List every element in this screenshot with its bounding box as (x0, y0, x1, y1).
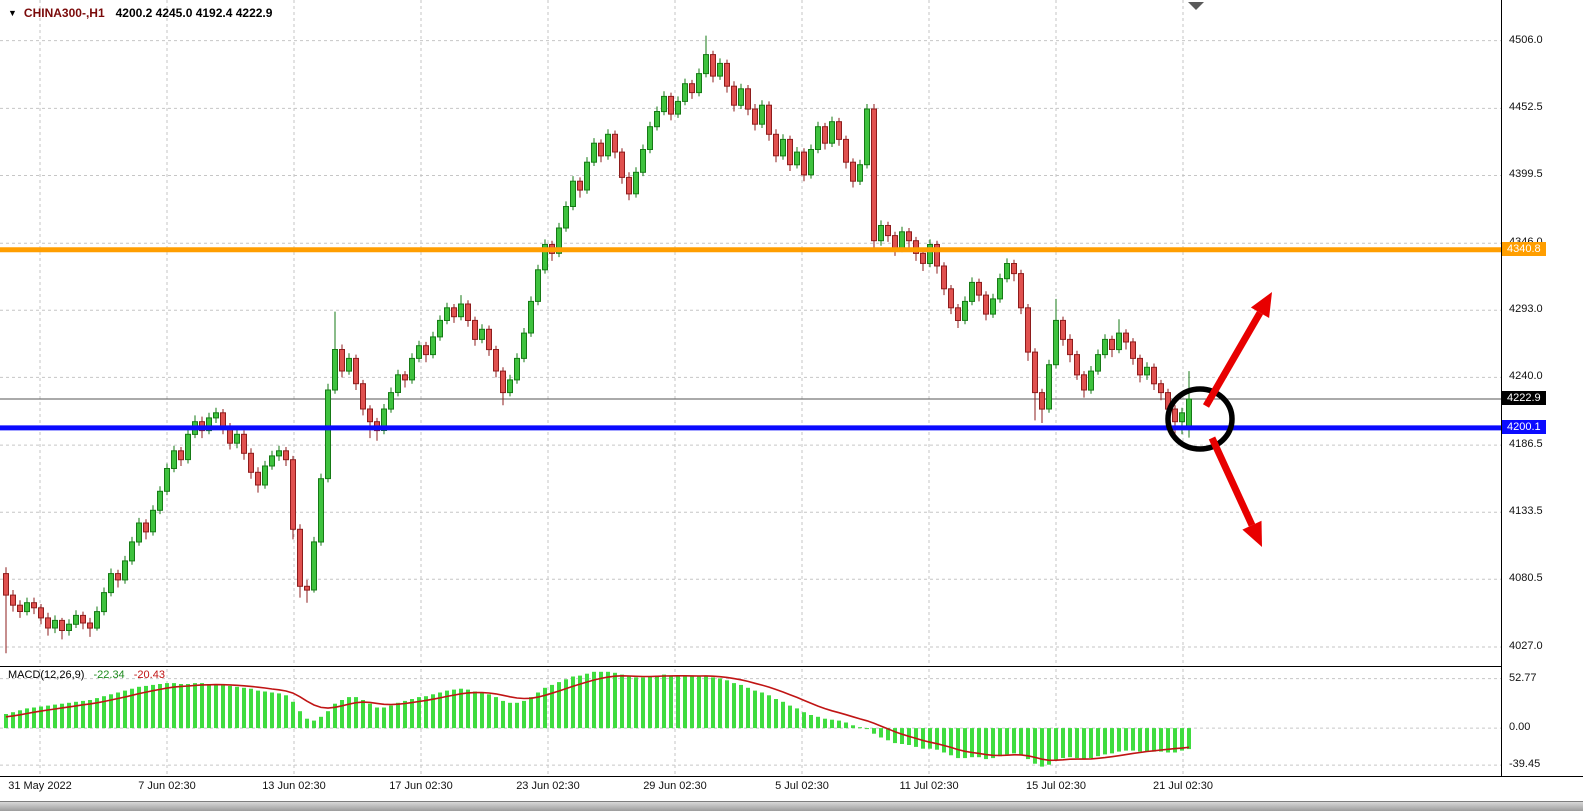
arrow-down-annotation (1208, 436, 1262, 547)
macd-main-value: -22.34 (93, 669, 125, 681)
time-tick-label: 23 Jun 02:30 (516, 780, 580, 792)
price-tick-label: 4452.5 (1509, 101, 1543, 114)
time-tick-label: 11 Jul 02:30 (899, 780, 959, 792)
chart-title: ▼ CHINA300-,H1 4200.2 4245.0 4192.4 4222… (8, 6, 272, 20)
macd-indicator-label: MACD(12,26,9) -22.34 -20.43 (8, 669, 165, 681)
horizontal-lines (0, 247, 1501, 431)
ohlc-values-label: 4200.2 4245.0 4192.4 4222.9 (115, 6, 273, 20)
price-tick-label: 4027.0 (1509, 640, 1543, 652)
hline-price-label: 4340.8 (1502, 241, 1546, 256)
price-tick-label: 4399.5 (1509, 168, 1543, 181)
annotations-layer (1165, 292, 1272, 547)
hline-price-label: 4200.1 (1502, 419, 1546, 434)
price-tick-label: 4293.0 (1509, 303, 1543, 316)
highlight-circle (1165, 386, 1235, 452)
time-tick-label: 29 Jun 02:30 (643, 780, 707, 792)
price-tick-label: 4506.0 (1509, 33, 1543, 46)
candles-layer (3, 35, 1192, 654)
chart-shift-marker-icon[interactable] (1188, 2, 1204, 10)
macd-tick-label: 52.77 (1509, 671, 1537, 684)
price-axis[interactable]: 4506.04452.54399.54346.04293.04240.04186… (1502, 0, 1583, 776)
window-bottom-edge (0, 801, 1583, 811)
time-tick-label: 7 Jun 02:30 (138, 780, 196, 792)
time-tick-label: 15 Jul 02:30 (1026, 780, 1086, 792)
time-tick-label: 31 May 2022 (8, 780, 72, 792)
time-tick-label: 17 Jun 02:30 (389, 780, 453, 792)
macd-histogram (4, 671, 1191, 767)
panel-separators (0, 0, 1583, 777)
macd-signal-value: -20.43 (133, 669, 165, 681)
time-tick-label: 21 Jul 02:30 (1153, 780, 1213, 792)
price-tick-label: 4240.0 (1509, 370, 1543, 383)
time-tick-label: 5 Jul 02:30 (775, 780, 829, 792)
time-axis[interactable]: 31 May 2022 7 Jun 02:30 13 Jun 02:30 17 Jun… (0, 777, 1501, 801)
arrow-up-annotation (1202, 292, 1272, 408)
symbol-period-label: CHINA300-,H1 (23, 6, 105, 20)
bid-price-label: 4222.9 (1502, 391, 1546, 406)
macd-signal-line (5, 674, 1190, 762)
grid-lines (0, 0, 1501, 775)
macd-tick-label: 0.00 (1509, 721, 1531, 734)
macd-name-label: MACD(12,26,9) (8, 669, 85, 681)
chart-title-triangle-icon: ▼ (8, 7, 17, 18)
time-tick-label: 13 Jun 02:30 (262, 780, 326, 792)
price-tick-label: 4133.5 (1509, 505, 1543, 518)
macd-tick-label: -39.45 (1509, 758, 1541, 771)
price-tick-label: 4080.5 (1509, 572, 1543, 585)
price-tick-label: 4186.5 (1509, 438, 1543, 451)
